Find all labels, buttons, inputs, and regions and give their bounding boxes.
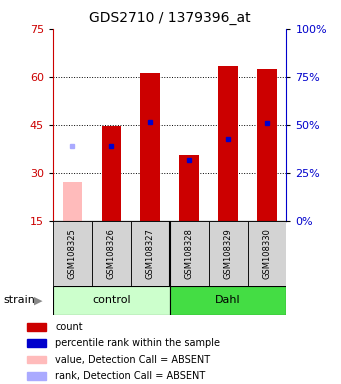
Bar	[140, 73, 160, 221]
Text: GSM108330: GSM108330	[263, 228, 271, 279]
Bar	[53, 286, 169, 315]
Bar	[27, 339, 46, 347]
Text: GSM108326: GSM108326	[107, 228, 116, 279]
Bar	[248, 221, 286, 286]
Bar	[102, 126, 121, 221]
Bar	[53, 221, 92, 286]
Text: GSM108328: GSM108328	[184, 228, 194, 279]
Text: GSM108327: GSM108327	[146, 228, 155, 279]
Bar	[169, 286, 286, 315]
Bar	[92, 221, 131, 286]
Text: GSM108325: GSM108325	[68, 228, 77, 279]
Bar	[27, 356, 46, 363]
Text: strain: strain	[3, 295, 35, 306]
Text: control: control	[92, 295, 131, 306]
Bar	[131, 221, 169, 286]
Bar	[257, 69, 277, 221]
Title: GDS2710 / 1379396_at: GDS2710 / 1379396_at	[89, 11, 250, 25]
Text: Dahl: Dahl	[215, 295, 241, 306]
Bar	[27, 372, 46, 380]
Bar	[63, 182, 82, 221]
Text: percentile rank within the sample: percentile rank within the sample	[55, 338, 220, 348]
Text: count: count	[55, 322, 83, 332]
Bar	[169, 221, 209, 286]
Bar	[27, 323, 46, 331]
Text: value, Detection Call = ABSENT: value, Detection Call = ABSENT	[55, 354, 210, 364]
Bar	[209, 221, 248, 286]
Bar	[179, 155, 199, 221]
Text: GSM108329: GSM108329	[224, 228, 233, 279]
Text: ▶: ▶	[34, 295, 43, 306]
Bar	[218, 66, 238, 221]
Text: rank, Detection Call = ABSENT: rank, Detection Call = ABSENT	[55, 371, 205, 381]
